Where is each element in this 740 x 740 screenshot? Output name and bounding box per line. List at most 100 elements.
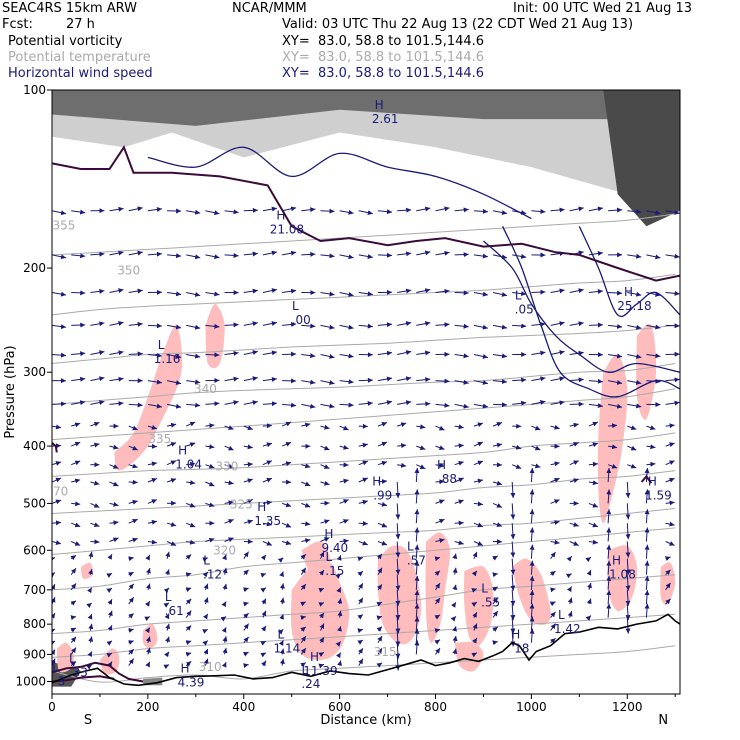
theta-contour-line xyxy=(52,645,676,683)
wind-vector xyxy=(71,478,81,484)
wind-vector xyxy=(261,598,267,605)
wind-vector xyxy=(492,480,503,486)
wind-vector xyxy=(128,648,135,655)
wind-vector xyxy=(587,582,592,590)
upper-dark-shading xyxy=(52,90,680,687)
wind-vector xyxy=(357,639,364,645)
wind-vector xyxy=(512,253,527,259)
wind-vector xyxy=(435,250,450,256)
extremum-value-label: .99 xyxy=(373,489,392,503)
wind-vector xyxy=(167,422,177,428)
wind-vector xyxy=(531,289,546,295)
wind-vector xyxy=(318,569,325,576)
wind-vector xyxy=(221,661,227,668)
wind-vector xyxy=(454,477,464,483)
extremum-type-label: H xyxy=(324,527,333,541)
wind-vector xyxy=(243,461,253,467)
extremum-value-label: 18 xyxy=(514,642,529,656)
wind-vector xyxy=(243,207,258,213)
wind-vector xyxy=(512,377,527,383)
wind-vector xyxy=(471,601,478,607)
wind-vector xyxy=(625,481,631,499)
wind-vector xyxy=(109,464,119,469)
wind-vector xyxy=(262,521,272,527)
wind-vector xyxy=(128,463,138,469)
wind-vector xyxy=(644,544,650,559)
wind-vector xyxy=(145,583,151,590)
x-tick-label: 1200 xyxy=(612,700,643,714)
wind-vector xyxy=(128,583,135,591)
wind-vector xyxy=(529,509,535,524)
theta-contour-label: 340 xyxy=(194,382,217,396)
wind-vector xyxy=(243,376,258,382)
wind-vector xyxy=(550,461,560,467)
wind-vector xyxy=(588,403,603,409)
wind-vector xyxy=(52,520,62,526)
wind-vector xyxy=(202,613,209,620)
wind-vector xyxy=(90,321,105,327)
wind-vector xyxy=(166,478,177,483)
wind-vector xyxy=(301,521,311,527)
wind-vector xyxy=(243,478,253,484)
wind-vector xyxy=(164,651,170,658)
wind-vector xyxy=(147,443,157,449)
wind-vector xyxy=(377,584,383,591)
wind-vector xyxy=(88,636,94,643)
pv-contour xyxy=(52,661,144,683)
wind-vector xyxy=(588,289,603,295)
wind-vector xyxy=(243,663,249,669)
wind-vector xyxy=(377,501,388,507)
wind-vector xyxy=(300,635,307,643)
wind-vector xyxy=(300,553,307,560)
wind-vector xyxy=(262,460,273,466)
wind-vector xyxy=(492,626,499,632)
wind-vector xyxy=(606,590,612,605)
wind-vector xyxy=(107,598,113,605)
wind-vector xyxy=(627,445,637,451)
wind-vector xyxy=(358,597,364,605)
wind-vector xyxy=(128,658,135,666)
wind-vector xyxy=(529,560,535,575)
wind-vector xyxy=(339,519,349,524)
wind-vector xyxy=(435,479,445,485)
wind-vector xyxy=(665,442,675,448)
wind-vector xyxy=(320,380,335,385)
wind-vector xyxy=(90,502,100,508)
wind-vector xyxy=(300,647,307,655)
wind-vector xyxy=(320,324,335,330)
wind-vector xyxy=(128,537,138,543)
wind-vector xyxy=(588,522,599,528)
wind-vector xyxy=(397,376,412,382)
wind-vector xyxy=(588,251,603,256)
wind-vector xyxy=(435,322,450,328)
wind-vector xyxy=(588,539,598,545)
wind-vector xyxy=(627,463,637,469)
wind-vector xyxy=(71,290,86,296)
wind-vector xyxy=(358,254,373,259)
wind-vector xyxy=(358,210,373,216)
wind-vector xyxy=(261,660,267,667)
wind-vector xyxy=(510,558,516,575)
wind-vector xyxy=(510,541,516,558)
wind-vector xyxy=(301,379,316,385)
wind-vector xyxy=(492,292,508,297)
wind-vector xyxy=(358,658,364,666)
wind-vector xyxy=(512,444,522,450)
wind-vector xyxy=(529,616,535,631)
wind-vector xyxy=(627,379,642,385)
wind-vector xyxy=(627,425,637,431)
wind-vector xyxy=(665,400,680,406)
wind-vector xyxy=(106,640,113,646)
extremum-value-label: 11.39 xyxy=(303,664,337,678)
wind-vector xyxy=(71,376,86,382)
wind-vector xyxy=(320,291,335,297)
wind-vector xyxy=(376,601,383,607)
wind-vector xyxy=(567,597,573,605)
wind-vector xyxy=(260,652,267,658)
wind-vector xyxy=(550,551,556,559)
wind-vector xyxy=(147,379,162,385)
wind-vector xyxy=(531,350,546,356)
wind-vector xyxy=(376,626,383,632)
wind-vector xyxy=(109,481,119,487)
wind-vector xyxy=(109,401,124,406)
